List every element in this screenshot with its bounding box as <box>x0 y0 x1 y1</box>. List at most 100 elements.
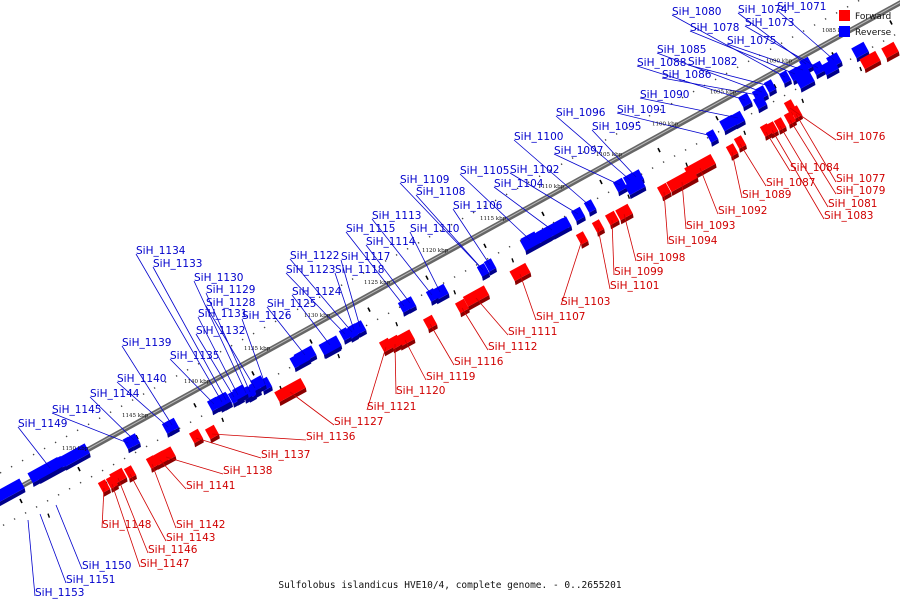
kbp-marker-1125-kbp: 1125 kbp <box>364 280 391 286</box>
gene-shadow <box>255 384 267 395</box>
gene-shadow <box>409 305 417 314</box>
tick-dot <box>483 205 486 208</box>
gene-body <box>422 314 438 330</box>
tick-dot <box>46 499 49 502</box>
gene-operon-760 <box>752 94 768 114</box>
tick-dot <box>549 169 552 172</box>
kbp-marker-1110-kbp: 1110 kbp <box>538 184 565 190</box>
tick-dot <box>670 102 673 105</box>
legend-forward-swatch <box>839 10 850 21</box>
gene-shadow <box>210 434 220 444</box>
gene-body <box>105 475 119 489</box>
gene-body <box>0 478 25 502</box>
major-tick <box>337 353 341 359</box>
major-tick <box>77 466 81 472</box>
tick-dot <box>659 108 662 111</box>
kbp-marker-1150-kbp: 1150 kbp <box>62 446 89 452</box>
gene-sih-1098 <box>615 203 634 225</box>
tick-dot <box>791 36 794 39</box>
tick-dot <box>296 308 299 311</box>
gene-operon-830 <box>821 58 840 80</box>
kbp-marker-1135-kbp: 1135 kbp <box>244 346 271 352</box>
major-tick <box>309 339 313 344</box>
leader-sih-1086 <box>661 77 759 96</box>
gene-operon-8 <box>0 478 26 507</box>
gene-label-sih-1102: SiH_1102 <box>510 164 559 176</box>
tick-dot <box>329 290 332 293</box>
kbp-marker-1095-kbp: 1095 kbp <box>710 90 737 96</box>
leader-sih-1122 <box>289 258 353 333</box>
leader-sih-1090 <box>639 97 739 119</box>
major-tick <box>483 243 487 249</box>
tick-dot <box>387 312 390 315</box>
gene-body <box>656 182 672 198</box>
tick-dot <box>439 229 442 232</box>
tick-dot <box>189 421 192 424</box>
gene-shadow <box>128 446 135 454</box>
gene-operon-222 <box>213 391 232 413</box>
gene-label-sih-1149: SiH_1149 <box>18 418 67 430</box>
gene-body <box>795 71 815 89</box>
kbp-marker-1085-kbp: 1085 kbp <box>822 28 849 34</box>
leader-sih-1115 <box>345 231 405 307</box>
gene-shadow <box>800 80 816 93</box>
legend-forward-label: Forward <box>855 12 891 22</box>
tick-dot <box>0 471 2 474</box>
gene-operon-536 <box>520 226 553 256</box>
major-tick <box>627 194 631 199</box>
gene-label-sih-1132: SiH_1132 <box>196 325 245 337</box>
tick-dot <box>57 493 60 496</box>
tick-dot <box>186 368 189 371</box>
leader-sih-1081 <box>779 125 829 208</box>
tick-dot <box>846 5 849 8</box>
major-tick <box>685 162 689 167</box>
gene-operon-870 <box>859 50 882 74</box>
gene-body <box>97 479 111 493</box>
gene-operon-560 <box>548 216 573 240</box>
tick-dot <box>505 193 508 196</box>
tick-dot <box>10 465 13 468</box>
leader-sih-1084 <box>765 131 791 172</box>
gene-label-sih-1079: SiH_1079 <box>836 185 885 197</box>
tick-dot <box>637 120 640 123</box>
leader-sih-1136 <box>211 433 307 441</box>
leader-sih-1107 <box>519 273 537 321</box>
major-tick <box>743 130 747 136</box>
leader-sih-1137 <box>195 437 262 459</box>
gene-body <box>289 349 311 369</box>
leader-sih-1112 <box>461 307 489 351</box>
gene-label-sih-1118: SiH_1118 <box>335 264 384 276</box>
kbp-marker-1120-kbp: 1120 kbp <box>422 248 449 254</box>
leader-sih-1114 <box>365 244 411 304</box>
tick-dot <box>263 326 266 329</box>
gene-body <box>666 167 698 193</box>
gene-operon-805 <box>795 71 816 93</box>
tick-dot <box>362 272 365 274</box>
major-tick <box>541 211 545 217</box>
gene-sih-1147 <box>105 475 119 493</box>
gene-body <box>752 94 768 110</box>
gene-label-sih-1096: SiH_1096 <box>556 107 606 119</box>
gene-body <box>604 210 620 226</box>
major-tick <box>367 307 371 312</box>
leader-sih-1097 <box>553 153 621 186</box>
leader-sih-1138 <box>165 456 224 475</box>
leader-sih-1116 <box>429 323 455 366</box>
tick-dot <box>13 518 16 520</box>
gene-label-sih-1093: SiH_1093 <box>686 220 735 232</box>
tick-dot <box>175 374 178 377</box>
gene-shadow <box>237 393 249 404</box>
gene-body <box>145 455 159 469</box>
tick-dot <box>857 0 860 2</box>
leader-sih-1092 <box>699 167 719 215</box>
gene-label-sih-1123: SiH_1123 <box>286 264 335 276</box>
gene-label-sih-1099: SiH_1099 <box>614 266 663 278</box>
leader-sih-1145 <box>51 412 129 444</box>
tick-dot <box>849 58 852 61</box>
tick-dot <box>197 362 200 365</box>
tick-dot <box>692 90 695 93</box>
gene-shadow <box>489 267 497 276</box>
gene-body <box>773 117 787 131</box>
